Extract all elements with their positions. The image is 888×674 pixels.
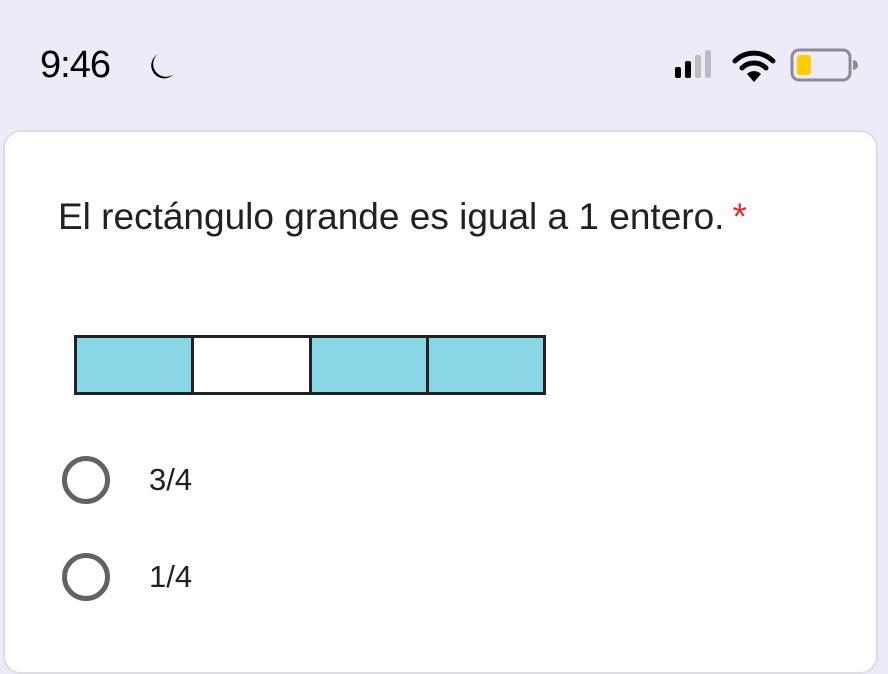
shaded-segment bbox=[77, 338, 195, 392]
shaded-segment bbox=[428, 338, 543, 392]
status-time: 9:46 bbox=[40, 44, 111, 86]
radio-button[interactable] bbox=[62, 456, 110, 504]
option-label: 3/4 bbox=[149, 462, 193, 497]
battery-icon bbox=[790, 48, 858, 82]
unshaded-segment bbox=[194, 338, 312, 392]
question-text: El rectángulo grande es igual a 1 entero… bbox=[58, 196, 725, 237]
option-1-4[interactable]: 1/4 bbox=[62, 553, 192, 601]
question-title: El rectángulo grande es igual a 1 entero… bbox=[58, 196, 747, 238]
wifi-icon bbox=[732, 50, 776, 82]
cellular-signal-icon bbox=[675, 50, 711, 78]
fraction-rectangle-image bbox=[74, 335, 546, 395]
required-asterisk: * bbox=[732, 196, 747, 237]
option-label: 1/4 bbox=[149, 559, 193, 594]
radio-button[interactable] bbox=[62, 553, 110, 601]
option-3-4[interactable]: 3/4 bbox=[62, 456, 192, 504]
shaded-segment bbox=[311, 338, 429, 392]
moon-icon bbox=[151, 54, 174, 79]
status-bar: 9:46 bbox=[0, 0, 888, 110]
